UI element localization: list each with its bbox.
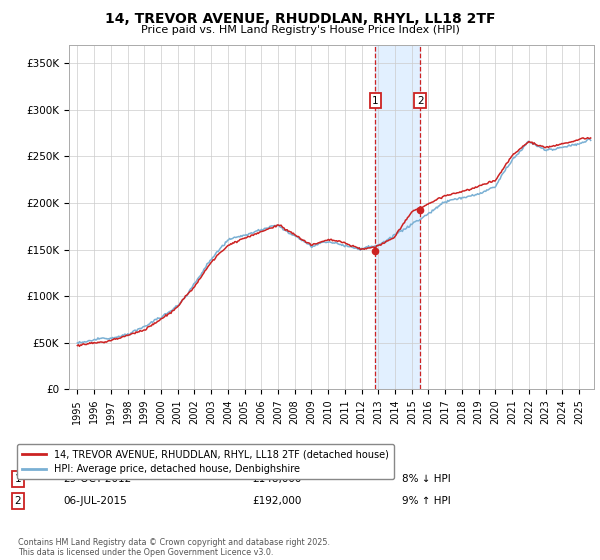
Text: 06-JUL-2015: 06-JUL-2015 — [63, 496, 127, 506]
Text: £192,000: £192,000 — [252, 496, 301, 506]
Text: 14, TREVOR AVENUE, RHUDDLAN, RHYL, LL18 2TF: 14, TREVOR AVENUE, RHUDDLAN, RHYL, LL18 … — [105, 12, 495, 26]
Text: Contains HM Land Registry data © Crown copyright and database right 2025.
This d: Contains HM Land Registry data © Crown c… — [18, 538, 330, 557]
Bar — [376, 45, 420, 389]
Text: 1: 1 — [14, 474, 22, 484]
Legend: 14, TREVOR AVENUE, RHUDDLAN, RHYL, LL18 2TF (detached house), HPI: Average price: 14, TREVOR AVENUE, RHUDDLAN, RHYL, LL18 … — [17, 445, 394, 479]
Text: 9% ↑ HPI: 9% ↑ HPI — [402, 496, 451, 506]
Text: Price paid vs. HM Land Registry's House Price Index (HPI): Price paid vs. HM Land Registry's House … — [140, 25, 460, 35]
Text: £148,000: £148,000 — [252, 474, 301, 484]
Text: 2: 2 — [14, 496, 22, 506]
Text: 29-OCT-2012: 29-OCT-2012 — [63, 474, 131, 484]
Text: 2: 2 — [417, 96, 424, 106]
Text: 1: 1 — [372, 96, 379, 106]
Text: 8% ↓ HPI: 8% ↓ HPI — [402, 474, 451, 484]
